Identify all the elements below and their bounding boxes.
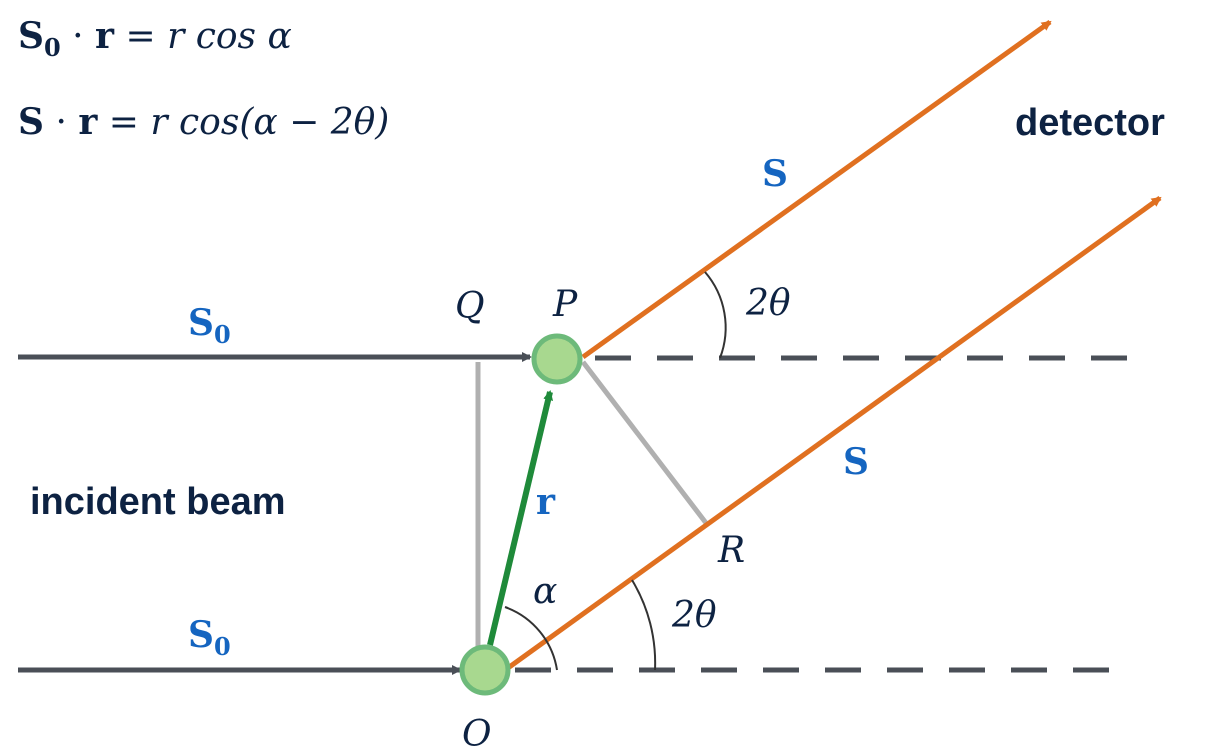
label-point-P: P — [552, 284, 578, 325]
label-S-lower: S — [843, 441, 869, 483]
label-point-R: R — [717, 530, 745, 571]
arc-alpha — [504, 606, 558, 671]
gray-line-PR — [581, 360, 708, 525]
arc-2theta-lower — [631, 579, 657, 671]
label-alpha: α — [533, 571, 557, 612]
label-2theta-upper: 2θ — [745, 283, 791, 324]
label-S0-lower: S0 — [188, 614, 231, 661]
r-vector — [487, 390, 554, 646]
detector-label: detector — [1015, 102, 1165, 144]
scattered-beam-lower — [506, 195, 1162, 671]
arc-2theta-upper — [704, 271, 727, 359]
label-point-O: O — [462, 714, 492, 755]
scattered-beam-upper — [581, 19, 1052, 360]
label-S-upper: S — [762, 153, 788, 195]
label-r-vector: r — [536, 481, 556, 523]
label-point-Q: Q — [455, 286, 485, 327]
label-S0-upper: S0 — [188, 302, 231, 349]
label-2theta-lower: 2θ — [671, 595, 717, 636]
atom-P — [531, 333, 583, 385]
incident-beam-label: incident beam — [30, 481, 286, 523]
atom-O — [459, 644, 511, 696]
equation-1: S0 · r = r cos α — [18, 15, 292, 62]
equation-2: S · r = r cos(α − 2θ) — [18, 101, 389, 143]
